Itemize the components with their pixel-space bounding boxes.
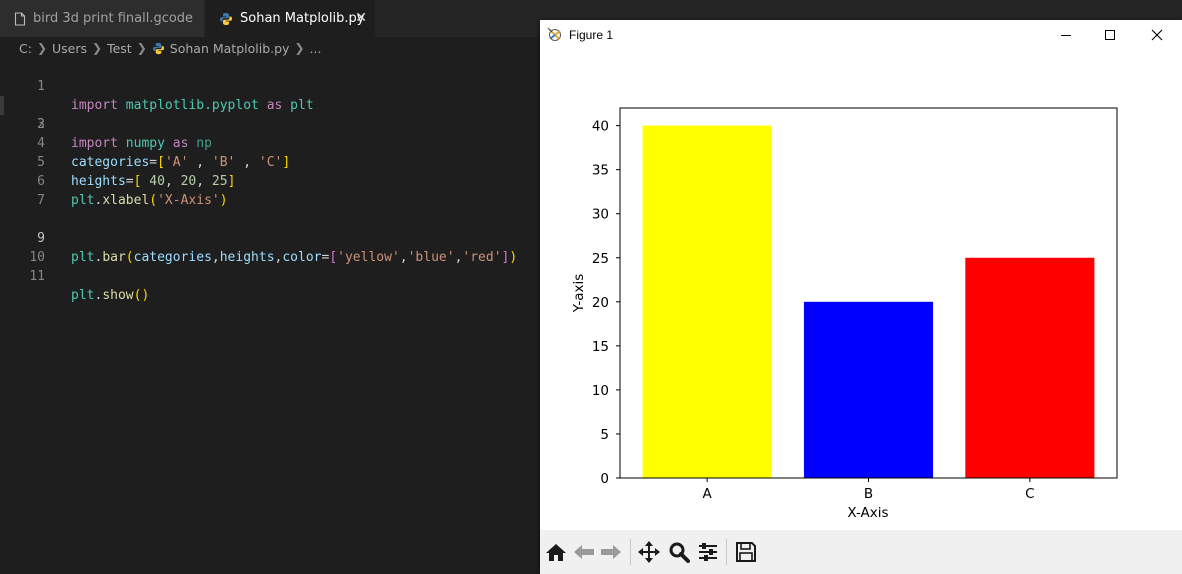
code-line: 6 plt.xlabel('X-Axis') [0, 153, 540, 208]
minimize-icon[interactable] [1043, 20, 1089, 50]
y-tick-label: 0 [600, 471, 609, 487]
code-line: 4 categories=['A' , 'B' , 'C'] [0, 115, 540, 170]
code-line: 8 [0, 191, 540, 227]
line-number: 7 [37, 193, 45, 208]
figure-titlebar[interactable]: Figure 1 [540, 20, 1182, 50]
forward-arrow-icon[interactable] [599, 541, 623, 563]
file-icon [14, 11, 26, 26]
code-line-active: 9 plt.bar(categories,heights,color=['yel… [0, 210, 540, 265]
code-editor[interactable]: 1 import matplotlib.pyplot as plt 2 impo… [0, 58, 540, 303]
figure-window: Figure 1 0 5 10 15 20 25 30 35 40 A B C X-Axis Y-a… [540, 20, 1182, 574]
python-icon [152, 42, 165, 55]
back-arrow-icon[interactable] [572, 541, 596, 563]
y-tick-label: 25 [592, 251, 609, 267]
breadcrumb: C: ❯ Users ❯ Test ❯ Sohan Matplolib.py ❯… [0, 37, 540, 59]
zoom-icon[interactable] [667, 541, 691, 563]
home-icon[interactable] [544, 541, 568, 563]
line-number: 1 [37, 79, 45, 94]
editor-tab-bar: bird 3d print finall.gcode Sohan Matplol… [0, 0, 1182, 37]
line-number: 2 [37, 117, 45, 132]
code-line: 1 import matplotlib.pyplot as plt [0, 58, 540, 113]
toolbar-divider [726, 539, 727, 565]
x-tick-label: C [1025, 486, 1034, 502]
bar-chart: 0 5 10 15 20 25 30 35 40 A B C X-Axis Y-axis [571, 107, 1118, 521]
matplotlib-icon [547, 26, 565, 46]
code-text: heights=[ 40, 20, 25] [71, 174, 236, 189]
line-number: 6 [37, 174, 45, 189]
line-number: 10 [29, 250, 45, 265]
y-tick-label: 10 [592, 383, 609, 399]
line-number: 5 [37, 155, 45, 170]
plot-area[interactable]: 0 5 10 15 20 25 30 35 40 A B C X-Axis Y-axis [540, 50, 1182, 530]
y-tick-label: 5 [600, 427, 609, 443]
y-tick-label: 20 [592, 295, 609, 311]
code-text: plt.xlabel('X-Axis') [71, 193, 228, 208]
bars-group [642, 125, 1095, 478]
python-icon [219, 12, 233, 26]
breadcrumb-file[interactable]: Sohan Matplolib.py [169, 40, 290, 56]
y-ticks-group: 0 5 10 15 20 25 30 35 40 [592, 119, 620, 487]
configure-subplots-icon[interactable] [696, 541, 720, 563]
tab-label: Sohan Matplolib.py [240, 11, 365, 26]
line-number: 11 [29, 269, 45, 284]
breadcrumb-users[interactable]: Users [52, 40, 88, 56]
tab-label: bird 3d print finall.gcode [33, 11, 194, 26]
y-axis-label: Y-axis [571, 274, 587, 314]
save-icon[interactable] [734, 541, 758, 563]
tab-python-file[interactable]: Sohan Matplolib.py ✕ [205, 0, 375, 37]
chevron-right-icon: ❯ [36, 41, 48, 55]
y-tick-label: 30 [592, 207, 609, 223]
x-tick-label: A [703, 486, 713, 502]
chevron-right-icon: ❯ [294, 41, 305, 55]
line-number: 4 [37, 136, 45, 151]
bar-C [965, 257, 1095, 478]
line-number: 9 [37, 231, 45, 246]
code-text: plt.bar(categories,heights,color=['yello… [71, 250, 518, 265]
breadcrumb-test[interactable]: Test [107, 40, 132, 56]
y-tick-label: 15 [592, 339, 609, 355]
code-line: 11 plt.show() [0, 248, 540, 303]
toolbar-divider [630, 539, 631, 565]
bar-A [642, 125, 772, 478]
code-text: import numpy as np [71, 136, 212, 151]
line-number: 3 [37, 117, 45, 132]
bar-B [803, 301, 934, 478]
code-line: 7 plt.ylabel('Y-axis') [0, 172, 540, 227]
y-tick-label: 35 [592, 163, 609, 179]
code-text: plt.show() [71, 288, 150, 303]
chevron-right-icon: ❯ [92, 41, 103, 55]
close-icon[interactable] [1134, 20, 1180, 50]
x-axis-label: X-Axis [847, 505, 888, 521]
code-line: 3 [0, 96, 540, 132]
breadcrumb-drive[interactable]: C: [19, 40, 32, 56]
code-line: 5 heights=[ 40, 20, 25] [0, 134, 540, 189]
breadcrumb-more[interactable]: ... [309, 40, 322, 56]
x-tick-label: B [864, 486, 873, 502]
code-text: categories=['A' , 'B' , 'C'] [71, 155, 291, 170]
figure-title: Figure 1 [569, 28, 614, 42]
x-ticks-group: A B C [703, 478, 1035, 502]
close-tab-icon[interactable]: ✕ [355, 10, 367, 26]
chevron-right-icon: ❯ [136, 41, 147, 55]
pan-icon[interactable] [637, 541, 661, 563]
figure-toolbar [540, 530, 1182, 574]
code-line: 2 import numpy as np [0, 77, 540, 151]
y-tick-label: 40 [592, 119, 609, 135]
tab-gcode-file[interactable]: bird 3d print finall.gcode [0, 0, 204, 37]
code-text: import matplotlib.pyplot as plt [71, 98, 314, 113]
code-line: 10 [0, 229, 540, 265]
maximize-icon[interactable] [1087, 20, 1133, 50]
gutter-indicator [0, 96, 4, 115]
